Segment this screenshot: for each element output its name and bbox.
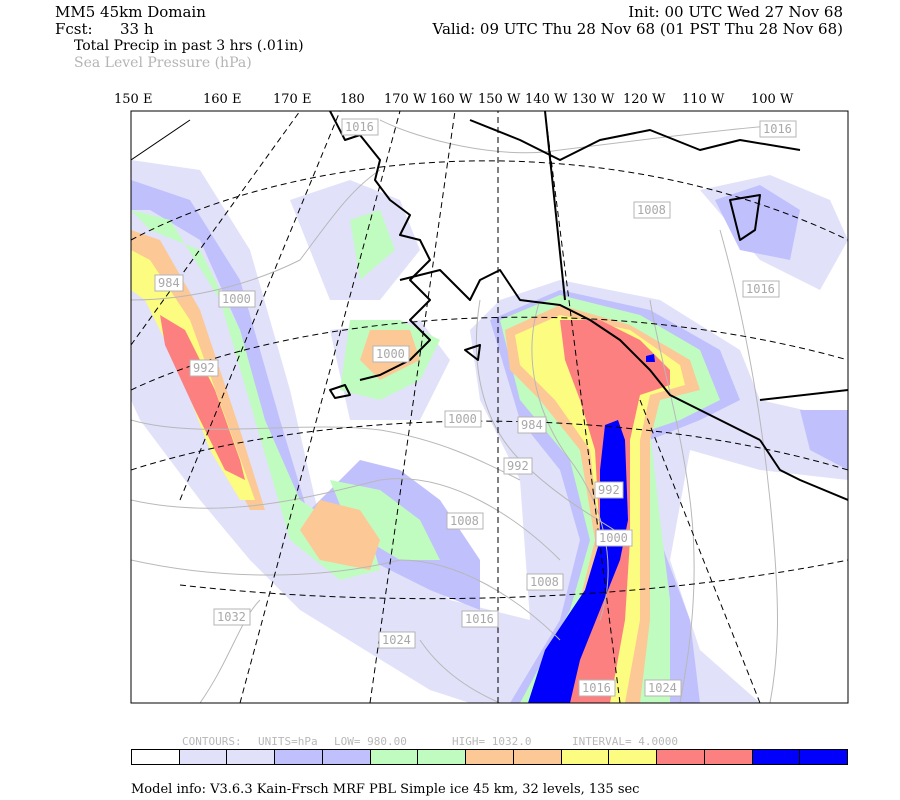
valid-time: Valid: 09 UTC Thu 28 Nov 68 (01 PST Thu … xyxy=(432,20,843,38)
legend-swatch xyxy=(179,750,228,764)
contour-label: 1000 xyxy=(372,345,410,363)
lon-label: 150 W xyxy=(478,92,521,107)
contour-label: 984 xyxy=(517,416,547,434)
contour-label: 1032 xyxy=(213,608,251,626)
svg-text:1000: 1000 xyxy=(376,347,405,361)
contour-units: UNITS=hPa xyxy=(258,735,318,748)
legend-swatch xyxy=(370,750,419,764)
contour-label: 1016 xyxy=(578,679,616,697)
svg-text:1024: 1024 xyxy=(382,633,411,647)
svg-text:1016: 1016 xyxy=(582,681,611,695)
svg-text:1016: 1016 xyxy=(746,282,775,296)
legend-swatch xyxy=(609,750,658,764)
contour-label: 1000 xyxy=(218,290,256,308)
contour-label: 1008 xyxy=(446,512,484,530)
contour-label: 1008 xyxy=(633,201,671,219)
contour-label: 1008 xyxy=(526,573,564,591)
lon-label: 140 W xyxy=(525,92,568,107)
legend-swatch xyxy=(800,750,848,764)
lon-label: 110 W xyxy=(682,92,725,107)
svg-text:1024: 1024 xyxy=(648,681,677,695)
legend-swatch xyxy=(275,750,323,764)
svg-text:1008: 1008 xyxy=(637,203,666,217)
contour-label: 1024 xyxy=(378,631,416,649)
lon-label: 150 E xyxy=(114,92,153,107)
lon-label: 160 E xyxy=(203,92,242,107)
legend-swatch xyxy=(561,750,610,764)
legend-swatch xyxy=(513,750,562,764)
contour-low: LOW= 980.00 xyxy=(334,735,407,748)
contour-interval: INTERVAL= 4.0000 xyxy=(572,735,678,748)
contour-label: 1016 xyxy=(341,118,379,136)
svg-text:984: 984 xyxy=(521,418,543,432)
contour-labels: 1016 1016 1008 1016 984 1000 992 1000 10… xyxy=(154,118,797,697)
svg-text:1008: 1008 xyxy=(450,514,479,528)
svg-text:1000: 1000 xyxy=(448,412,477,426)
contour-label: 1024 xyxy=(644,679,682,697)
contour-label: 1016 xyxy=(759,120,797,138)
forecast-hour: 33 h xyxy=(120,20,154,38)
svg-text:992: 992 xyxy=(507,459,529,473)
contour-label: 992 xyxy=(594,481,624,499)
lon-label: 170 W xyxy=(384,92,427,107)
svg-text:1000: 1000 xyxy=(222,292,251,306)
legend-swatch xyxy=(132,750,180,764)
primary-field-title: Total Precip in past 3 hrs (.01in) xyxy=(74,38,304,54)
svg-text:1032: 1032 xyxy=(217,610,246,624)
contour-label: 992 xyxy=(189,359,219,377)
legend-swatch xyxy=(466,750,514,764)
contour-label: 984 xyxy=(154,274,184,292)
pressure-contours xyxy=(131,119,781,703)
forecast-label: Fcst: xyxy=(55,20,93,38)
domain-title: MM5 45km Domain xyxy=(55,3,206,21)
legend-swatch xyxy=(704,750,753,764)
contour-label: 992 xyxy=(503,457,533,475)
svg-text:984: 984 xyxy=(158,276,180,290)
legend-swatch xyxy=(227,750,276,764)
lon-label: 180 xyxy=(340,92,365,107)
contours-label: CONTOURS: xyxy=(182,735,242,748)
svg-text:992: 992 xyxy=(598,483,620,497)
model-info: Model info: V3.6.3 Kain-Frsch MRF PBL Si… xyxy=(131,782,640,797)
coastlines xyxy=(131,111,848,501)
legend-swatch xyxy=(418,750,467,764)
lon-label: 130 W xyxy=(572,92,615,107)
svg-text:1000: 1000 xyxy=(599,531,628,545)
map-frame xyxy=(130,110,849,704)
svg-text:1016: 1016 xyxy=(763,122,792,136)
contour-label: 1016 xyxy=(742,280,780,298)
svg-text:992: 992 xyxy=(193,361,215,375)
svg-text:1016: 1016 xyxy=(465,612,494,626)
lon-label: 170 E xyxy=(273,92,312,107)
contour-label: 1016 xyxy=(461,610,499,628)
lon-label: 120 W xyxy=(623,92,666,107)
lon-label: 100 W xyxy=(751,92,794,107)
svg-text:1008: 1008 xyxy=(530,575,559,589)
legend-swatch xyxy=(322,750,371,764)
init-time: Init: 00 UTC Wed 27 Nov 68 xyxy=(628,3,843,21)
contour-label: 1000 xyxy=(595,529,633,547)
precip-color-legend xyxy=(131,749,848,765)
lon-label: 160 W xyxy=(430,92,473,107)
contour-label: 1000 xyxy=(444,410,482,428)
contour-high: HIGH= 1032.0 xyxy=(452,735,532,748)
secondary-field-title: Sea Level Pressure (hPa) xyxy=(74,55,252,71)
legend-swatch xyxy=(752,750,801,764)
svg-text:1016: 1016 xyxy=(345,120,374,134)
legend-swatch xyxy=(657,750,705,764)
